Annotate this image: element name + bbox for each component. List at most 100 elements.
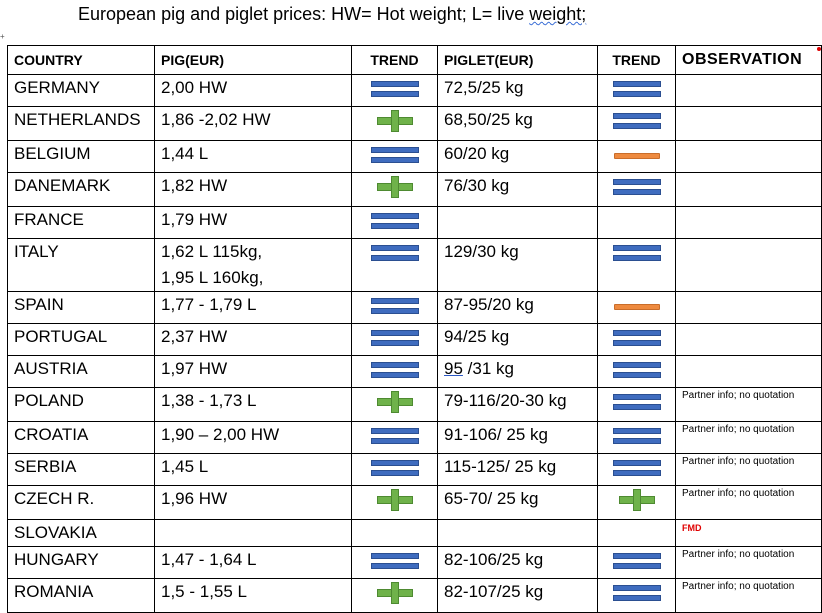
pig-price-line: 1,62 L 115kg,: [161, 242, 263, 261]
pig-price-cell: 1,77 - 1,79 L: [154, 291, 352, 324]
title-text: European pig and piglet prices: HW= Hot …: [78, 4, 530, 24]
piglet-price-cell: 60/20 kg: [437, 140, 598, 173]
piglet-trend-cell: [597, 172, 676, 207]
observation-cell: [675, 74, 822, 107]
table-row: ITALY 1,62 L 115kg, 1,95 L 160kg, 129/30 kg: [7, 238, 822, 292]
country-cell: AUSTRIA: [7, 355, 155, 388]
piglet-price-cell: 94/25 kg: [437, 323, 598, 356]
header-piglet: PIGLET(EUR): [437, 45, 598, 75]
observation-cell: [675, 238, 822, 292]
trend-equal-icon: [612, 361, 661, 379]
piglet-trend-cell: [597, 323, 676, 356]
trend-equal-icon: [370, 552, 419, 570]
country-cell: POLAND: [7, 387, 155, 422]
piglet-price-cell: 72,5/25 kg: [437, 74, 598, 107]
piglet-price-cell: 79-116/20-30 kg: [437, 387, 598, 422]
piglet-trend-cell: [597, 578, 676, 613]
pig-price-cell: [154, 519, 352, 547]
pig-price-cell: 1,5 - 1,55 L: [154, 578, 352, 613]
pig-trend-cell: [351, 140, 438, 173]
page-title: European pig and piglet prices: HW= Hot …: [78, 4, 586, 25]
trend-up-icon: [376, 176, 413, 198]
trend-equal-icon: [612, 244, 661, 262]
pig-trend-cell: [351, 106, 438, 141]
trend-equal-icon: [612, 112, 661, 130]
piglet-trend-cell: [597, 106, 676, 141]
pig-price-cell: 1,44 L: [154, 140, 352, 173]
trend-equal-icon: [612, 178, 661, 196]
country-cell: SPAIN: [7, 291, 155, 324]
header-trend-pig: TREND: [351, 45, 438, 75]
country-cell: CROATIA: [7, 421, 155, 454]
trend-up-icon: [618, 489, 655, 511]
pig-trend-cell: [351, 74, 438, 107]
pig-trend-cell: [351, 206, 438, 239]
table-row: CROATIA 1,90 – 2,00 HW 91-106/ 25 kg Partne…: [7, 421, 822, 454]
trend-equal-icon: [612, 427, 661, 445]
table-row: NETHERLANDS 1,86 -2,02 HW 68,50/25 kg: [7, 106, 822, 141]
piglet-price-cell: 87-95/20 kg: [437, 291, 598, 324]
trend-equal-icon: [370, 146, 419, 164]
piglet-price-cell: 129/30 kg: [437, 238, 598, 292]
trend-equal-icon: [370, 244, 419, 262]
piglet-price-cell: 82-106/25 kg: [437, 546, 598, 579]
table-row: AUSTRIA 1,97 HW 95 /31 kg: [7, 355, 822, 388]
trend-equal-icon: [370, 297, 419, 315]
table-row: GERMANY 2,00 HW 72,5/25 kg: [7, 74, 822, 107]
trend-equal-icon: [612, 459, 661, 477]
pig-price-cell: 1,86 -2,02 HW: [154, 106, 352, 141]
country-cell: HUNGARY: [7, 546, 155, 579]
trend-equal-icon: [370, 80, 419, 98]
pig-price-cell: 1,97 HW: [154, 355, 352, 388]
pig-trend-cell: [351, 291, 438, 324]
piglet-price-cell: [437, 519, 598, 547]
trend-equal-icon: [370, 427, 419, 445]
table-row: ROMANIA 1,5 - 1,55 L 82-107/25 kg Partner i…: [7, 578, 822, 613]
table-anchor-handle[interactable]: +: [0, 32, 5, 41]
trend-down-icon: [613, 304, 660, 310]
piglet-trend-cell: [597, 485, 676, 520]
piglet-price-cell: 95 /31 kg: [437, 355, 598, 388]
table-row: CZECH R. 1,96 HW 65-70/ 25 kg Partner info;…: [7, 485, 822, 520]
observation-cell: Partner info; no quotation: [675, 578, 822, 613]
piglet-trend-cell: [597, 238, 676, 292]
pig-price-cell: 1,62 L 115kg, 1,95 L 160kg,: [154, 238, 352, 292]
observation-cell: Partner info; no quotation: [675, 421, 822, 454]
observation-cell: [675, 140, 822, 173]
pig-trend-cell: [351, 421, 438, 454]
country-cell: ITALY: [7, 238, 155, 292]
header-observation-text: OBSERVATION: [682, 51, 803, 68]
pig-trend-cell: [351, 485, 438, 520]
trend-up-icon: [376, 582, 413, 604]
table-row: POLAND 1,38 - 1,73 L 79-116/20-30 kg Partne…: [7, 387, 822, 422]
pig-trend-cell: [351, 323, 438, 356]
pig-price-cell: 1,45 L: [154, 453, 352, 486]
trend-equal-icon: [612, 584, 661, 602]
pig-price-cell: 1,82 HW: [154, 172, 352, 207]
piglet-price-cell: 76/30 kg: [437, 172, 598, 207]
country-cell: CZECH R.: [7, 485, 155, 520]
header-pig: PIG(EUR): [154, 45, 352, 75]
observation-cell: Partner info; no quotation: [675, 453, 822, 486]
piglet-price-cell: [437, 206, 598, 239]
pig-trend-cell: [351, 453, 438, 486]
country-cell: GERMANY: [7, 74, 155, 107]
piglet-trend-cell: [597, 291, 676, 324]
pig-trend-cell: [351, 172, 438, 207]
piglet-price-cell: 91-106/ 25 kg: [437, 421, 598, 454]
table-row: DANEMARK 1,82 HW 76/30 kg: [7, 172, 822, 207]
pig-price-cell: 2,37 HW: [154, 323, 352, 356]
pig-price-line: 1,95 L 160kg,: [161, 268, 264, 287]
table-row: BELGIUM 1,44 L 60/20 kg: [7, 140, 822, 173]
table-row: SERBIA 1,45 L 115-125/ 25 kg Partner info; …: [7, 453, 822, 486]
piglet-trend-cell: [597, 355, 676, 388]
piglet-trend-cell: [597, 387, 676, 422]
table-row: SLOVAKIA FMD: [7, 519, 822, 547]
header-trend-piglet: TREND: [597, 45, 676, 75]
comment-marker-icon[interactable]: [817, 47, 821, 51]
piglet-price-part: 95: [444, 359, 463, 378]
observation-cell: [675, 106, 822, 141]
title-text-underlined: weight;: [529, 4, 587, 24]
country-cell: PORTUGAL: [7, 323, 155, 356]
pig-trend-cell: [351, 578, 438, 613]
